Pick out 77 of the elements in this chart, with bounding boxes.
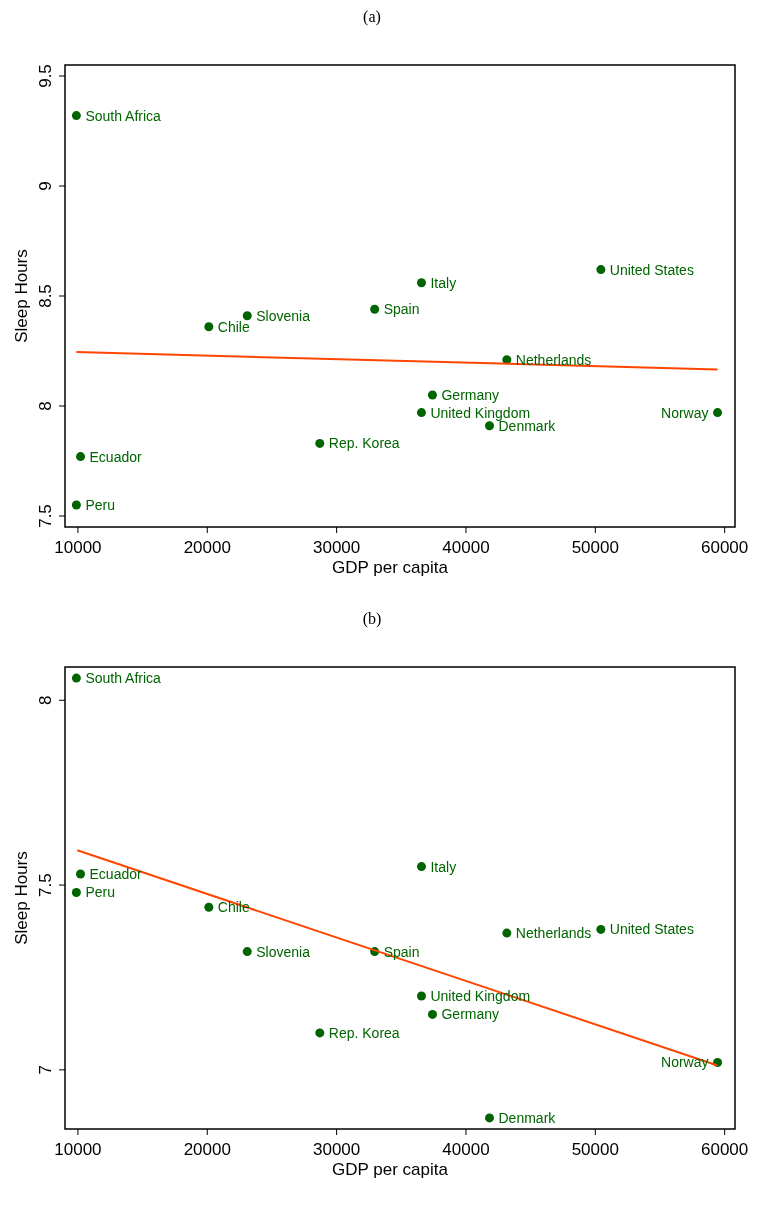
x-axis-title: GDP per capita [332, 1160, 449, 1179]
point [485, 421, 495, 431]
point [502, 928, 512, 938]
annotation: Netherlands [515, 925, 592, 942]
point [370, 304, 380, 314]
annotation: Rep. Korea [328, 1024, 400, 1041]
y-tick-label: 9.5 [36, 64, 55, 88]
annotation: Peru [85, 884, 115, 901]
point [502, 355, 512, 365]
y-axis-title: Sleep Hours [12, 851, 31, 945]
point [713, 408, 723, 418]
point [596, 265, 606, 275]
annotation: Italy [430, 274, 457, 291]
x-tick-label: 20000 [183, 1140, 231, 1159]
annotation: Peru [85, 497, 115, 513]
annotation: Slovenia [256, 307, 311, 324]
point [485, 1113, 495, 1123]
annotation: Slovenia [256, 943, 311, 960]
annotation: Spain [383, 943, 420, 960]
x-tick-label: 20000 [183, 538, 231, 557]
y-tick-label: 7 [36, 1065, 55, 1075]
y-tick-label: 8 [36, 401, 55, 411]
annotation: Chile [217, 318, 250, 335]
point [242, 311, 252, 321]
point [416, 278, 426, 288]
x-tick-label: 10000 [54, 538, 102, 557]
annotation: Rep. Korea [328, 435, 400, 452]
y-tick-label: 9 [36, 181, 55, 191]
point [315, 1028, 325, 1038]
chart-title: (a) [363, 8, 381, 26]
x-tick-label: 30000 [312, 538, 361, 557]
annotation: United States [609, 261, 694, 278]
x-tick-label: 40000 [442, 538, 490, 557]
annotation: Denmark [498, 1109, 557, 1126]
annotation: United States [609, 921, 694, 938]
point [596, 924, 606, 934]
point [71, 111, 81, 121]
point [242, 947, 252, 957]
y-tick-label: 7.5 [36, 504, 55, 528]
x-tick-label: 60000 [701, 538, 749, 557]
point [427, 390, 437, 400]
annotation: Chile [217, 899, 250, 916]
point [71, 500, 81, 510]
annotation: Netherlands [515, 351, 592, 368]
x-tick-label: 40000 [442, 1140, 490, 1159]
y-tick-label: 8 [36, 695, 55, 705]
annotation: Germany [441, 387, 500, 403]
y-tick-label: 7.5 [36, 873, 55, 897]
point [416, 862, 426, 872]
x-tick-label: 50000 [571, 1140, 619, 1159]
point [71, 887, 81, 897]
point [416, 408, 426, 418]
annotation: South Africa [85, 107, 162, 124]
x-tick-label: 50000 [571, 538, 619, 557]
annotation: Italy [430, 858, 457, 875]
point [204, 902, 214, 912]
y-tick-label: 8.5 [36, 284, 55, 308]
annotation: South Africa [85, 670, 162, 687]
annotation: Ecuador [89, 448, 142, 465]
point [71, 673, 81, 683]
annotation: Norway [661, 1054, 709, 1071]
annotation: Germany [441, 1006, 500, 1023]
annotation: Ecuador [89, 865, 142, 882]
point [427, 1009, 437, 1019]
x-axis-title: GDP per capita [332, 558, 449, 577]
x-tick-label: 60000 [701, 1140, 749, 1159]
point [76, 452, 86, 462]
point [204, 322, 214, 332]
annotation: Norway [661, 404, 709, 421]
chart-title: (b) [362, 610, 382, 628]
x-tick-label: 30000 [312, 1140, 361, 1159]
x-tick-label: 10000 [54, 1140, 102, 1159]
point [76, 869, 86, 879]
y-axis-title: Sleep Hours [12, 249, 31, 343]
point [416, 991, 426, 1001]
annotation: Spain [383, 301, 420, 318]
point [315, 438, 325, 448]
